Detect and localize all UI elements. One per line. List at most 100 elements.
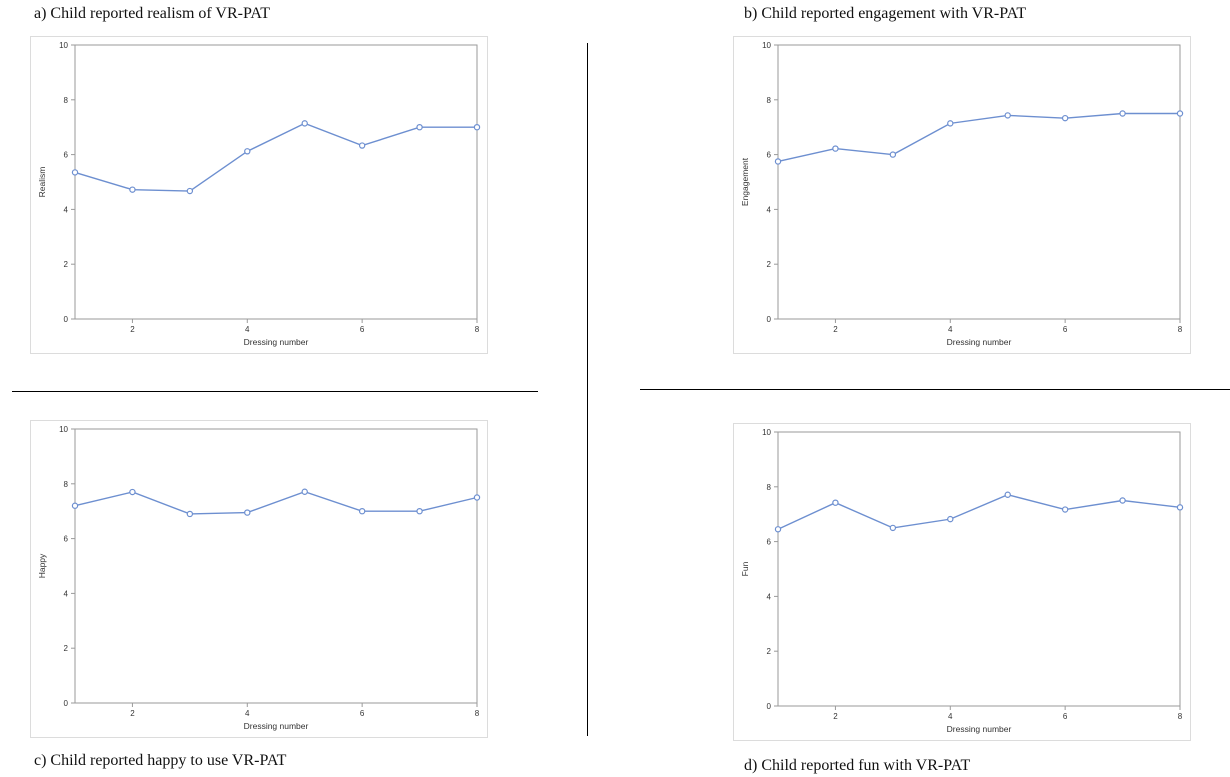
data-point	[947, 120, 954, 127]
happy-line-chart: 0 2 4 6 8 10 2 4 6 8 Dressing number Happy	[37, 425, 481, 731]
data-point	[1061, 114, 1069, 122]
y-tick-label: 2	[64, 260, 69, 269]
horizontal-divider-left	[12, 391, 538, 392]
x-tick-label: 4	[948, 325, 953, 334]
y-tick-label: 4	[767, 592, 772, 601]
x-tick-label: 2	[833, 325, 838, 334]
data-point	[301, 488, 308, 495]
data-point	[473, 494, 481, 501]
data-point	[774, 158, 782, 165]
data-point	[832, 145, 839, 152]
series-line	[777, 112, 1180, 163]
data-point	[1119, 497, 1126, 504]
horizontal-divider-right	[640, 389, 1230, 390]
y-tick-label: 6	[64, 535, 69, 544]
data-point	[889, 151, 897, 158]
caption-b: b) Child reported engagement with VR-PAT	[744, 5, 1027, 22]
realism-line-chart: 0 2 4 6 8 10 2 4 6 8 Dressing number Realism	[37, 41, 481, 347]
y-tick-label: 6	[767, 151, 772, 160]
x-tick-label: 6	[1063, 712, 1068, 721]
plot-area	[74, 428, 478, 704]
chart-panel-engagement: 0 2 4 6 8 10 2 4 6 8 Dressing number Engagement	[733, 36, 1191, 354]
data-point	[301, 120, 308, 127]
data-point	[832, 499, 839, 506]
data-point	[1004, 491, 1011, 498]
y-axis-label: Engagement	[740, 157, 750, 206]
y-tick-label: 8	[767, 483, 772, 492]
vertical-divider	[587, 43, 588, 736]
y-axis-label: Realism	[37, 167, 47, 198]
plot-area	[777, 44, 1181, 320]
x-tick-label: 2	[130, 325, 135, 334]
engagement-line-chart: 0 2 4 6 8 10 2 4 6 8 Dressing number Engagement	[740, 41, 1184, 347]
data-point	[244, 509, 251, 516]
plot-area	[74, 44, 478, 320]
caption-a: a) Child reported realism of VR-PAT	[34, 5, 270, 22]
data-point	[71, 502, 79, 509]
data-point	[1119, 110, 1126, 117]
x-tick-label: 6	[360, 709, 365, 718]
y-tick-label: 4	[64, 589, 69, 598]
x-tick-label: 4	[245, 325, 250, 334]
x-tick-label: 8	[475, 325, 480, 334]
y-tick-label: 2	[64, 644, 69, 653]
y-tick-label: 10	[762, 41, 771, 50]
chart-panel-realism: 0 2 4 6 8 10 2 4 6 8 Dressing number Realism	[30, 36, 488, 354]
x-tick-label: 8	[1178, 325, 1183, 334]
data-point	[244, 148, 251, 155]
data-point	[1176, 110, 1184, 117]
x-tick-label: 2	[833, 712, 838, 721]
y-tick-label: 0	[767, 315, 772, 324]
x-axis-label: Dressing number	[244, 337, 309, 347]
chart-panel-happy: 0 2 4 6 8 10 2 4 6 8 Dressing number Happy	[30, 420, 488, 738]
caption-d: d) Child reported fun with VR-PAT	[744, 757, 971, 774]
y-tick-label: 4	[767, 205, 772, 214]
y-tick-label: 8	[767, 96, 772, 105]
x-tick-label: 8	[475, 709, 480, 718]
data-point	[889, 524, 897, 532]
y-tick-label: 2	[767, 260, 772, 269]
data-point	[774, 526, 782, 533]
series-line	[777, 494, 1181, 530]
fun-line-chart: 0 2 4 6 8 10 2 4 6 8 Dressing number Fun	[740, 428, 1184, 734]
x-tick-label: 8	[1178, 712, 1183, 721]
data-point	[416, 507, 423, 515]
data-point	[71, 169, 79, 176]
y-tick-label: 10	[59, 41, 68, 50]
y-tick-label: 0	[64, 699, 69, 708]
y-tick-label: 10	[762, 428, 771, 437]
x-axis-label: Dressing number	[947, 724, 1012, 734]
x-tick-label: 4	[245, 709, 250, 718]
data-point	[473, 123, 481, 131]
y-tick-label: 0	[767, 702, 772, 711]
x-tick-label: 4	[948, 712, 953, 721]
data-point	[947, 515, 954, 523]
y-tick-label: 6	[767, 538, 772, 547]
data-point	[358, 142, 366, 149]
caption-c: c) Child reported happy to use VR-PAT	[34, 752, 287, 769]
series-line	[74, 491, 478, 515]
data-point	[1004, 112, 1011, 119]
y-tick-label: 8	[64, 96, 69, 105]
series-line	[74, 122, 477, 192]
x-tick-label: 2	[130, 709, 135, 718]
y-tick-label: 10	[59, 425, 68, 434]
data-point	[186, 187, 194, 195]
x-axis-label: Dressing number	[947, 337, 1012, 347]
plot-area	[777, 431, 1181, 707]
x-tick-label: 6	[1063, 325, 1068, 334]
y-tick-label: 2	[767, 647, 772, 656]
x-axis-label: Dressing number	[244, 721, 309, 731]
y-tick-label: 4	[64, 205, 69, 214]
data-point	[416, 123, 423, 131]
data-point	[358, 507, 366, 515]
y-axis-label: Fun	[740, 561, 750, 576]
y-tick-label: 0	[64, 315, 69, 324]
data-point	[1061, 506, 1069, 513]
data-point	[186, 510, 194, 518]
y-tick-label: 8	[64, 480, 69, 489]
x-tick-label: 6	[360, 325, 365, 334]
chart-panel-fun: 0 2 4 6 8 10 2 4 6 8 Dressing number Fun	[733, 423, 1191, 741]
data-point	[129, 186, 136, 193]
y-tick-label: 6	[64, 151, 69, 160]
